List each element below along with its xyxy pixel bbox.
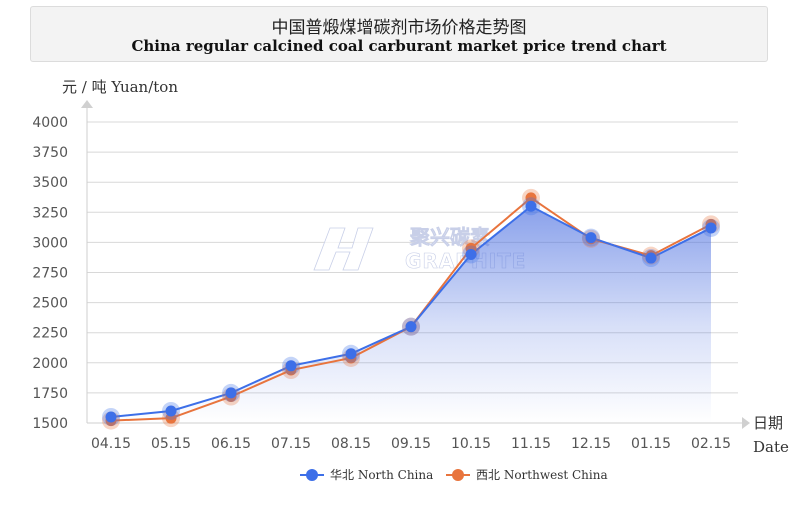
legend-item-north[interactable]: 华北 North China bbox=[300, 466, 433, 483]
chart-legend: 华北 North China 西北 Northwest China bbox=[0, 466, 800, 486]
data-point-north-china bbox=[105, 411, 117, 423]
data-point-north-china bbox=[705, 222, 717, 234]
x-tick-label: 06.15 bbox=[211, 436, 251, 452]
chart-title: 中国普煅煤增碳剂市场价格走势图 bbox=[271, 18, 527, 38]
watermark-brand-cn: 聚兴碳素 bbox=[409, 225, 490, 249]
y-axis-arrow bbox=[81, 100, 93, 108]
area-north-china bbox=[111, 206, 711, 423]
y-tick-label: 2000 bbox=[32, 356, 68, 372]
x-tick-label: 08.15 bbox=[331, 436, 371, 452]
x-tick-label: 09.15 bbox=[391, 436, 431, 452]
x-tick-label: 12.15 bbox=[571, 436, 611, 452]
y-tick-label: 1500 bbox=[32, 416, 68, 432]
data-point-north-china bbox=[405, 321, 417, 333]
x-axis-title-en: Date bbox=[753, 438, 789, 456]
x-tick-label: 07.15 bbox=[271, 436, 311, 452]
y-axis-title: 元 / 吨 Yuan/ton bbox=[62, 78, 178, 96]
legend-label-northwest: 西北 Northwest China bbox=[476, 468, 608, 482]
data-point-north-china bbox=[465, 248, 477, 260]
legend-label-north: 华北 North China bbox=[330, 468, 434, 482]
data-point-north-china bbox=[585, 232, 597, 244]
y-tick-label: 2250 bbox=[32, 326, 68, 342]
x-tick-label: 10.15 bbox=[451, 436, 491, 452]
y-tick-label: 4000 bbox=[32, 115, 68, 131]
legend-item-northwest[interactable]: 西北 Northwest China bbox=[446, 466, 608, 483]
watermark-logo bbox=[313, 227, 374, 271]
data-point-north-china bbox=[165, 405, 177, 417]
data-point-north-china bbox=[525, 200, 537, 212]
x-tick-label: 01.15 bbox=[631, 436, 671, 452]
data-point-northwest-china bbox=[525, 192, 537, 204]
chart-title-box: 中国普煅煤增碳剂市场价格走势图 China regular calcined c… bbox=[30, 6, 768, 62]
x-tick-label: 11.15 bbox=[511, 436, 551, 452]
x-tick-label: 02.15 bbox=[691, 436, 731, 452]
y-tick-label: 1750 bbox=[32, 386, 68, 402]
y-tick-label: 2750 bbox=[32, 266, 68, 282]
x-axis-title-cn: 日期 bbox=[753, 414, 783, 432]
chart-subtitle: China regular calcined coal carburant ma… bbox=[131, 37, 667, 55]
data-point-north-china bbox=[285, 360, 297, 372]
legend-swatch-north bbox=[300, 468, 324, 481]
y-tick-label: 3250 bbox=[32, 205, 68, 221]
x-axis-arrow bbox=[742, 417, 750, 429]
data-point-north-china bbox=[225, 387, 237, 399]
x-tick-label: 04.15 bbox=[91, 436, 131, 452]
y-tick-label: 3500 bbox=[32, 175, 68, 191]
data-point-north-china bbox=[345, 348, 357, 360]
legend-swatch-northwest bbox=[446, 468, 470, 481]
x-tick-label: 05.15 bbox=[151, 436, 191, 452]
data-point-north-china bbox=[645, 252, 657, 264]
y-tick-label: 3750 bbox=[32, 145, 68, 161]
y-tick-label: 2500 bbox=[32, 296, 68, 312]
y-tick-label: 3000 bbox=[32, 235, 68, 251]
